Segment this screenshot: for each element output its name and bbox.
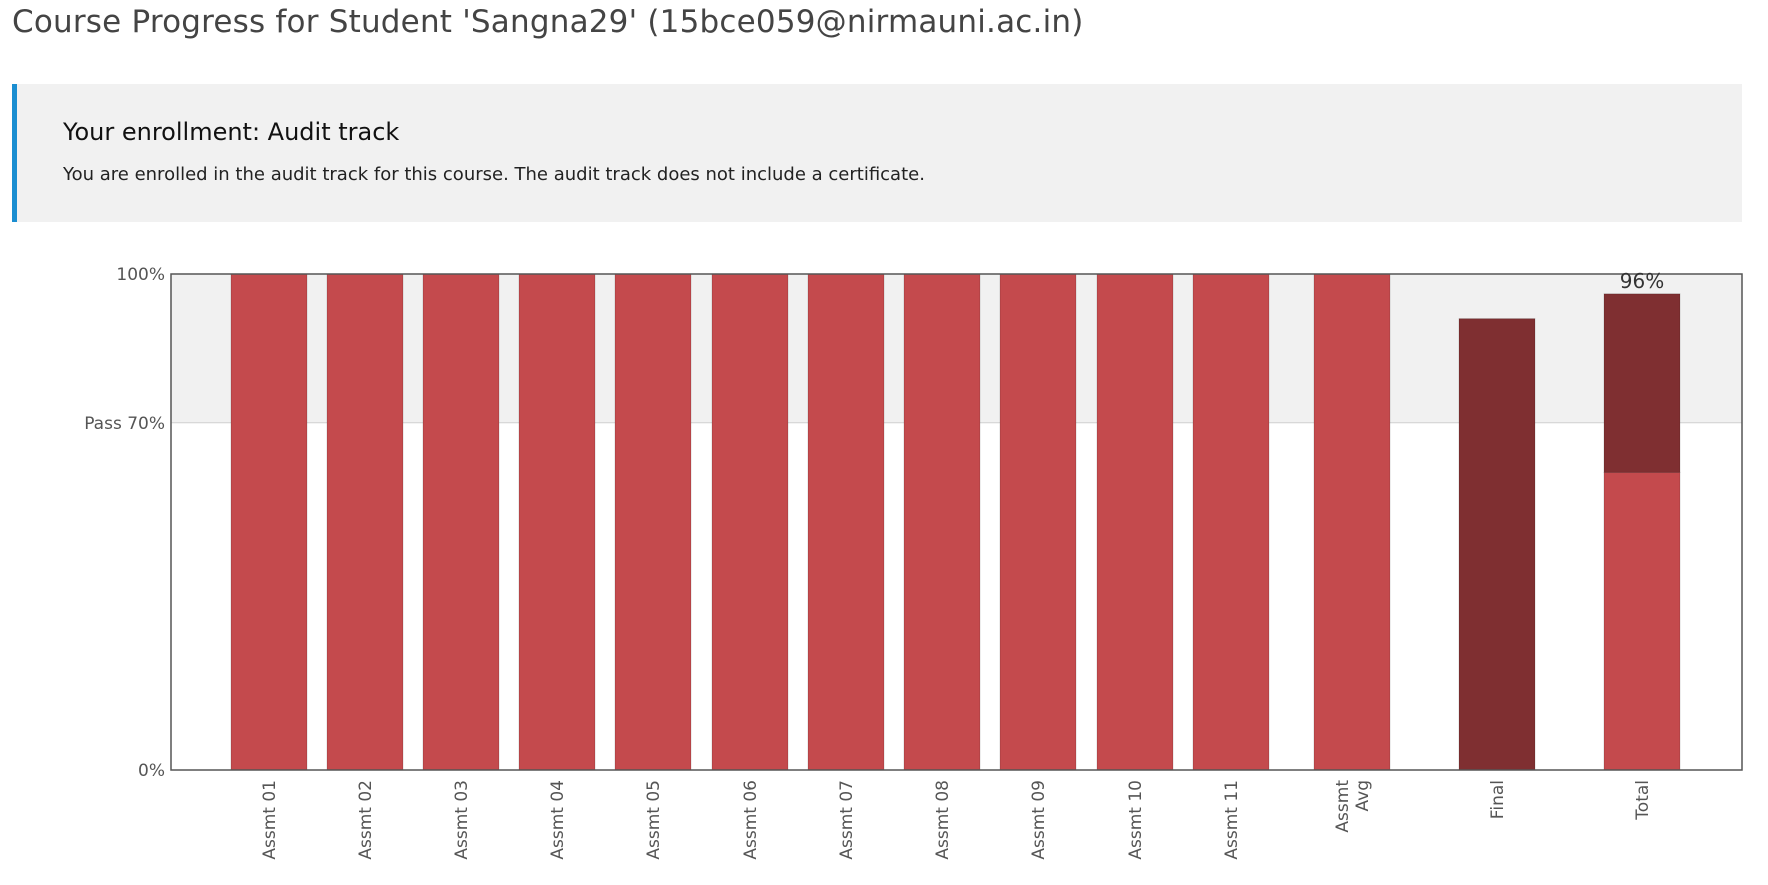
bar-assmt-04-seg0 [518,273,596,771]
y-tick-label: 0% [138,761,165,781]
x-tick-label-line: Assmt 08 [933,780,953,860]
x-tick-label-line: Assmt [1333,780,1353,833]
x-tick-label-line: Final [1488,780,1508,819]
x-tick-label: Assmt 08 [933,780,953,860]
x-tick-label: Final [1488,780,1508,819]
bar-assmt-03-seg0 [422,273,500,771]
enrollment-message: You are enrolled in the audit track for … [63,164,925,185]
page-title: Course Progress for Student 'Sangna29' (… [12,4,1084,40]
plot-frame [170,273,1743,771]
x-tick-label-line: Assmt 02 [356,780,376,860]
total-percent-label: 96% [1620,269,1664,293]
bar-assmt-10-seg0 [1096,273,1174,771]
x-tick-label: Assmt 05 [644,780,664,860]
bar-final-seg1 [1458,318,1536,771]
x-tick-label-line: Assmt 10 [1126,780,1146,860]
bar-assmt-09-seg0 [999,273,1077,771]
x-tick-label-line: Total [1633,780,1653,821]
x-tick-label: Assmt 11 [1222,780,1242,860]
x-tick-label-line: Assmt 04 [548,780,568,860]
x-tick-label-line: Assmt 03 [452,780,472,860]
x-tick-label-line: Avg [1353,780,1373,812]
bar-assmt-02-seg0 [326,273,404,771]
x-tick-label-line: Assmt 05 [644,780,664,860]
bar-assmt-01-seg0 [230,273,308,771]
x-tick-label: Assmt 10 [1126,780,1146,860]
x-tick-label: Assmt 07 [837,780,857,860]
bar-assmt-07-seg0 [807,273,885,771]
x-tick-label-line: Assmt 09 [1029,780,1049,860]
x-tick-label: Assmt 01 [260,780,280,860]
bar-total-seg1 [1603,293,1681,473]
x-tick-label: Assmt Avg [1333,780,1373,833]
x-tick-label-line: Assmt 07 [837,780,857,860]
x-tick-label: Assmt 04 [548,780,568,860]
y-tick-label: 100% [116,265,165,285]
x-tick-label-line: Assmt 11 [1222,780,1242,860]
x-tick-label-line: Assmt 01 [260,780,280,860]
x-tick-label: Assmt 06 [741,780,761,860]
enrollment-heading: Your enrollment: Audit track [63,118,400,146]
x-tick-label: Total [1633,780,1653,821]
enrollment-message-box: Your enrollment: Audit track You are enr… [12,84,1742,222]
bar-assmt-08-seg0 [903,273,981,771]
x-tick-label: Assmt 02 [356,780,376,860]
bar-assmt-06-seg0 [711,273,789,771]
x-tick-label: Assmt 09 [1029,780,1049,860]
bar-assmt-avg-seg0 [1313,273,1391,771]
y-tick-label: Pass 70% [84,414,165,434]
bar-assmt-11-seg0 [1192,273,1270,771]
bar-assmt-05-seg0 [614,273,692,771]
x-tick-label-line: Assmt 06 [741,780,761,860]
bar-total-seg0 [1603,471,1681,771]
x-tick-label: Assmt 03 [452,780,472,860]
